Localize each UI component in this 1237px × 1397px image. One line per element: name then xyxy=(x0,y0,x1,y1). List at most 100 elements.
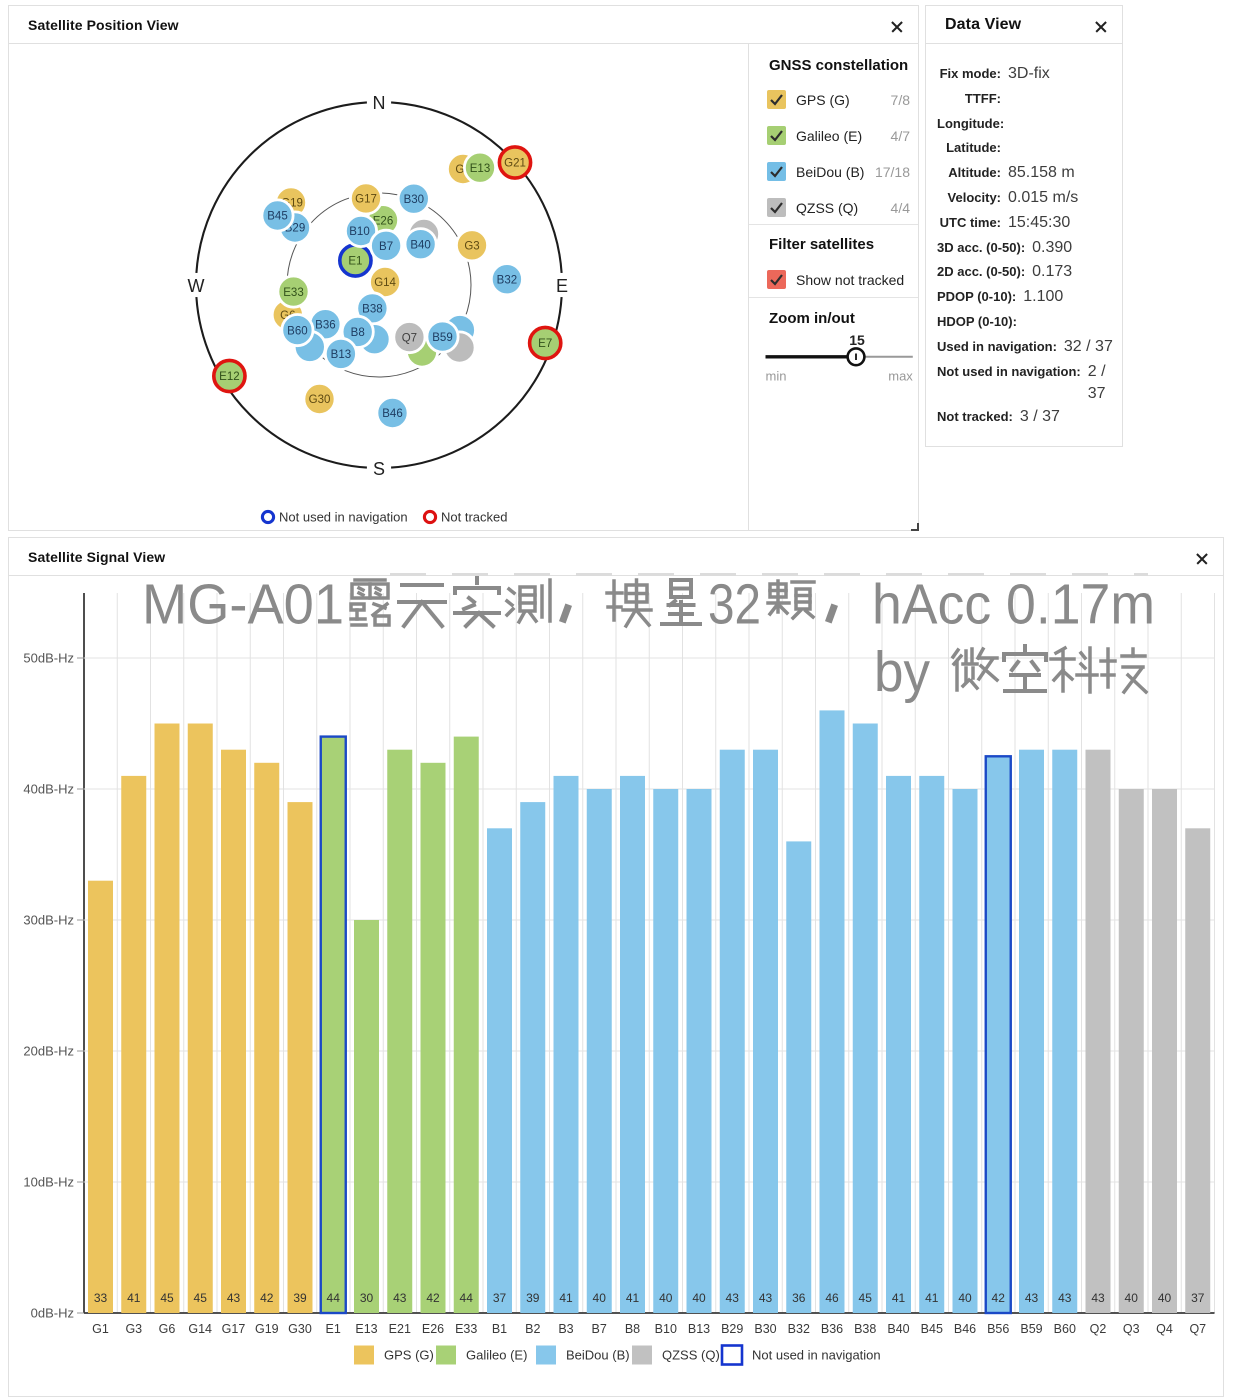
svg-text:hAcc 0.17m: hAcc 0.17m xyxy=(872,576,1155,637)
svg-text:B30: B30 xyxy=(404,194,424,206)
svg-text:E33: E33 xyxy=(283,287,303,299)
svg-text:B10: B10 xyxy=(655,1322,677,1336)
svg-text:41: 41 xyxy=(892,1291,906,1305)
svg-text:41: 41 xyxy=(626,1291,640,1305)
svg-text:G14: G14 xyxy=(188,1322,212,1336)
svg-text:B2: B2 xyxy=(525,1322,540,1336)
svg-text:B46: B46 xyxy=(954,1322,976,1336)
svg-text:max: max xyxy=(888,369,913,384)
svg-text:42: 42 xyxy=(426,1291,440,1305)
svg-text:B38: B38 xyxy=(854,1322,876,1336)
svg-text:B8: B8 xyxy=(625,1322,640,1336)
svg-text:45: 45 xyxy=(160,1291,174,1305)
svg-text:E: E xyxy=(556,276,568,296)
svg-text:S: S xyxy=(373,459,385,479)
svg-text:43: 43 xyxy=(726,1291,740,1305)
svg-text:B7: B7 xyxy=(592,1322,607,1336)
svg-text:B29: B29 xyxy=(721,1322,743,1336)
svg-text:E12: E12 xyxy=(219,371,239,383)
svg-text:G21: G21 xyxy=(504,158,526,170)
svg-text:20dB-Hz: 20dB-Hz xyxy=(23,1044,74,1059)
svg-text:40: 40 xyxy=(1125,1291,1139,1305)
svg-text:Q7: Q7 xyxy=(402,332,417,344)
svg-text:Not used in navigation: Not used in navigation xyxy=(752,1348,881,1363)
svg-text:min: min xyxy=(766,369,787,384)
svg-text:G3: G3 xyxy=(464,241,479,253)
svg-text:B38: B38 xyxy=(362,304,382,316)
svg-text:E1: E1 xyxy=(326,1322,341,1336)
svg-text:B56: B56 xyxy=(987,1322,1009,1336)
svg-text:43: 43 xyxy=(393,1291,407,1305)
svg-text:E13: E13 xyxy=(355,1322,377,1336)
svg-text:G30: G30 xyxy=(309,394,331,406)
svg-text:E26: E26 xyxy=(373,215,393,227)
svg-text:B45: B45 xyxy=(267,211,287,223)
svg-text:G17: G17 xyxy=(222,1322,246,1336)
svg-text:Not tracked: Not tracked xyxy=(441,510,507,525)
svg-text:33: 33 xyxy=(94,1291,108,1305)
svg-text:E21: E21 xyxy=(389,1322,411,1336)
svg-text:15: 15 xyxy=(849,332,865,348)
svg-text:B13: B13 xyxy=(331,349,351,361)
svg-text:B30: B30 xyxy=(754,1322,776,1336)
svg-text:B40: B40 xyxy=(410,239,430,251)
svg-text:Galileo (E): Galileo (E) xyxy=(466,1348,527,1363)
svg-text:32: 32 xyxy=(708,576,761,637)
svg-text:E33: E33 xyxy=(455,1322,477,1336)
svg-text:B40: B40 xyxy=(887,1322,909,1336)
svg-text:41: 41 xyxy=(925,1291,939,1305)
svg-text:42: 42 xyxy=(992,1291,1006,1305)
svg-text:45: 45 xyxy=(859,1291,873,1305)
svg-text:46: 46 xyxy=(825,1291,839,1305)
svg-text:G30: G30 xyxy=(288,1322,312,1336)
svg-text:43: 43 xyxy=(227,1291,241,1305)
svg-text:10dB-Hz: 10dB-Hz xyxy=(23,1175,74,1190)
svg-text:40: 40 xyxy=(659,1291,673,1305)
svg-text:40: 40 xyxy=(1158,1291,1172,1305)
svg-text:45: 45 xyxy=(194,1291,208,1305)
svg-text:B45: B45 xyxy=(921,1322,943,1336)
svg-text:Q3: Q3 xyxy=(1123,1322,1140,1336)
svg-text:Q7: Q7 xyxy=(1189,1322,1206,1336)
svg-text:B8: B8 xyxy=(351,327,365,339)
svg-text:43: 43 xyxy=(1058,1291,1072,1305)
svg-text:B36: B36 xyxy=(821,1322,843,1336)
svg-text:B13: B13 xyxy=(688,1322,710,1336)
svg-text:Q4: Q4 xyxy=(1156,1322,1173,1336)
svg-text:B32: B32 xyxy=(497,274,517,286)
svg-text:G6: G6 xyxy=(159,1322,176,1336)
svg-text:GPS (G): GPS (G) xyxy=(384,1348,434,1363)
svg-text:43: 43 xyxy=(1025,1291,1039,1305)
svg-text:B60: B60 xyxy=(1054,1322,1076,1336)
svg-text:42: 42 xyxy=(260,1291,274,1305)
svg-text:B3: B3 xyxy=(558,1322,573,1336)
svg-text:QZSS (Q): QZSS (Q) xyxy=(662,1348,720,1363)
svg-text:by: by xyxy=(874,640,930,704)
svg-text:G19: G19 xyxy=(255,1322,279,1336)
svg-text:40: 40 xyxy=(593,1291,607,1305)
svg-text:Q2: Q2 xyxy=(1090,1322,1107,1336)
svg-text:50dB-Hz: 50dB-Hz xyxy=(23,651,74,666)
svg-text:41: 41 xyxy=(559,1291,573,1305)
svg-text:41: 41 xyxy=(127,1291,141,1305)
svg-text:G3: G3 xyxy=(125,1322,142,1336)
svg-text:43: 43 xyxy=(759,1291,773,1305)
svg-text:E26: E26 xyxy=(422,1322,444,1336)
svg-text:40dB-Hz: 40dB-Hz xyxy=(23,782,74,797)
svg-text:0dB-Hz: 0dB-Hz xyxy=(31,1306,74,1321)
svg-text:MG-A01: MG-A01 xyxy=(142,576,344,637)
svg-text:39: 39 xyxy=(293,1291,307,1305)
svg-text:G1: G1 xyxy=(92,1322,109,1336)
svg-text:30dB-Hz: 30dB-Hz xyxy=(23,913,74,928)
svg-text:B46: B46 xyxy=(382,408,402,420)
svg-text:B59: B59 xyxy=(432,332,452,344)
svg-text:BeiDou (B): BeiDou (B) xyxy=(566,1348,630,1363)
svg-text:B60: B60 xyxy=(287,325,307,337)
svg-text:G17: G17 xyxy=(355,194,377,206)
svg-text:E1: E1 xyxy=(348,256,362,268)
svg-text:E13: E13 xyxy=(470,163,490,175)
svg-text:B32: B32 xyxy=(788,1322,810,1336)
svg-text:44: 44 xyxy=(327,1291,341,1305)
svg-text:37: 37 xyxy=(493,1291,507,1305)
svg-text:39: 39 xyxy=(526,1291,540,1305)
